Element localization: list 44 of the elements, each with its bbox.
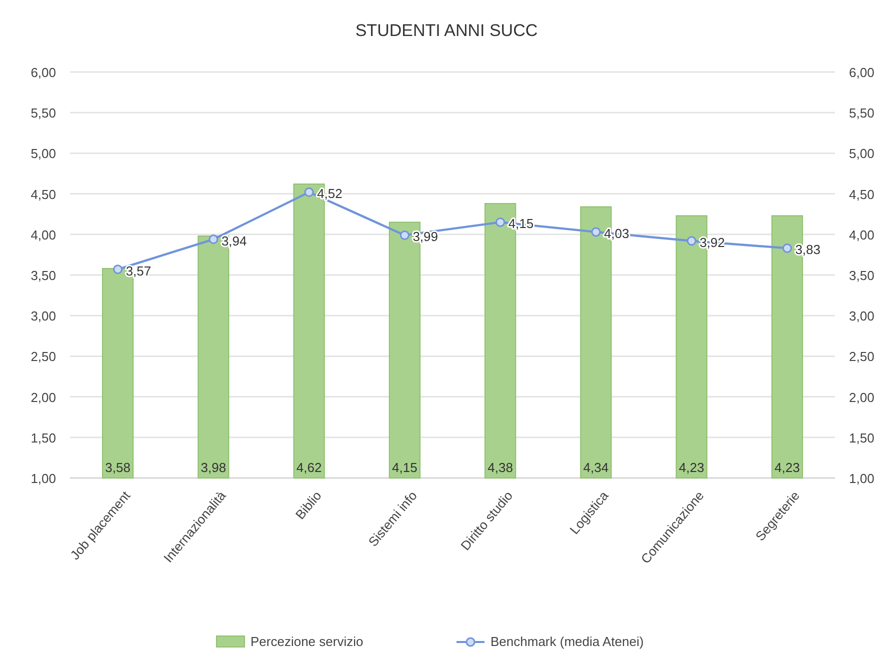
y-tick-label: 1,00 xyxy=(30,471,56,486)
point xyxy=(686,236,696,246)
chart-title: STUDENTI ANNI SUCC xyxy=(355,21,538,40)
y-tick-label: 2,50 xyxy=(30,349,56,364)
y-tick-label: 3,50 xyxy=(30,268,56,283)
data-label: 4,38 xyxy=(488,460,513,475)
point xyxy=(304,187,314,197)
y2-tick-label: 6,00 xyxy=(849,65,874,80)
y-tick-label: 3,00 xyxy=(30,308,56,324)
data-label: 3,98 xyxy=(200,460,226,475)
point xyxy=(208,234,218,244)
data-label: 3,92 xyxy=(700,234,725,250)
y-tick-label: 1,50 xyxy=(30,430,56,446)
y-tick-label: 2,00 xyxy=(30,390,56,405)
y2-tick-label: 2,50 xyxy=(849,349,874,364)
point xyxy=(400,230,410,240)
data-label: 4,15 xyxy=(392,460,418,475)
data-label: 4,23 xyxy=(678,460,704,475)
y-tick-label: 4,50 xyxy=(30,186,56,202)
y2-tick-label: 4,50 xyxy=(849,186,874,202)
point xyxy=(591,227,601,237)
y2-tick-label: 5,50 xyxy=(849,106,874,121)
y-tick-label: 5,50 xyxy=(30,106,56,121)
legend-label: Percezione servizio xyxy=(250,634,364,649)
point xyxy=(496,217,506,227)
y2-tick-label: 1,50 xyxy=(849,430,874,446)
data-label: 4,03 xyxy=(604,226,630,241)
y2-tick-label: 1,00 xyxy=(849,471,874,486)
data-label: 3,58 xyxy=(105,460,130,475)
y2-tick-label: 2,00 xyxy=(849,390,874,405)
data-label: 4,23 xyxy=(774,460,800,475)
data-label: 4,15 xyxy=(508,216,534,232)
y2-tick-label: 5,00 xyxy=(849,146,874,162)
legend-label: Benchmark (media Atenei) xyxy=(490,634,644,649)
data-label: 4,62 xyxy=(296,460,322,475)
y2-tick-label: 3,00 xyxy=(849,308,874,324)
y-tick-label: 5,00 xyxy=(30,146,56,162)
y2-tick-label: 4,00 xyxy=(849,227,874,242)
y-tick-label: 4,00 xyxy=(30,227,56,242)
point xyxy=(113,264,123,274)
point xyxy=(782,243,792,253)
y2-tick-label: 3,50 xyxy=(849,268,874,283)
data-label: 4,34 xyxy=(583,460,609,475)
y-tick-label: 6,00 xyxy=(30,65,56,80)
